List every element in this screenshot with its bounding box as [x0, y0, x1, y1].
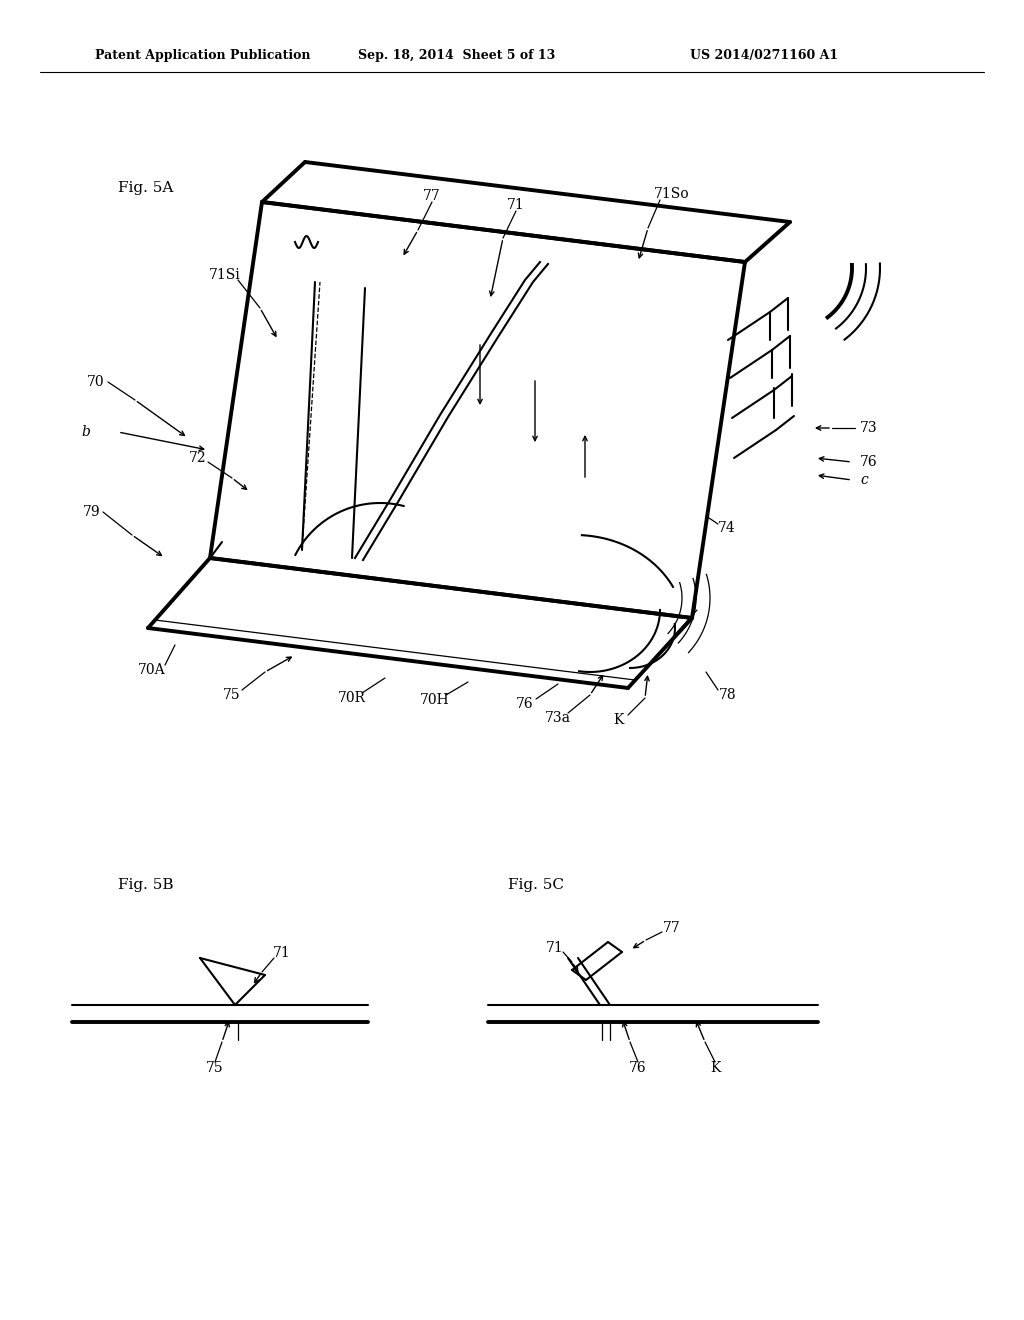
Text: 79: 79	[82, 506, 100, 519]
Text: 72: 72	[189, 451, 207, 465]
Text: Patent Application Publication: Patent Application Publication	[95, 49, 310, 62]
Text: K: K	[612, 713, 624, 727]
Text: 73a: 73a	[545, 711, 571, 725]
Text: 76: 76	[516, 697, 534, 711]
Text: 74: 74	[718, 521, 736, 535]
Text: 71: 71	[546, 941, 564, 954]
Text: K: K	[710, 1061, 720, 1074]
Text: b: b	[81, 425, 90, 440]
Text: 75: 75	[206, 1061, 224, 1074]
Text: 76: 76	[860, 455, 878, 469]
Text: 70: 70	[87, 375, 105, 389]
Text: Fig. 5B: Fig. 5B	[118, 878, 173, 892]
Text: 71: 71	[273, 946, 291, 960]
Text: 76: 76	[629, 1061, 647, 1074]
Text: c: c	[860, 473, 867, 487]
Text: 71So: 71So	[654, 187, 690, 201]
Text: 73: 73	[860, 421, 878, 436]
Text: 75: 75	[223, 688, 241, 702]
Text: Fig. 5A: Fig. 5A	[118, 181, 173, 195]
Text: US 2014/0271160 A1: US 2014/0271160 A1	[690, 49, 838, 62]
Text: Fig. 5C: Fig. 5C	[508, 878, 564, 892]
Text: 70A: 70A	[138, 663, 166, 677]
Text: 78: 78	[719, 688, 737, 702]
Text: Sep. 18, 2014  Sheet 5 of 13: Sep. 18, 2014 Sheet 5 of 13	[358, 49, 555, 62]
Text: 71Si: 71Si	[209, 268, 241, 282]
Text: 70H: 70H	[420, 693, 450, 708]
Text: 71: 71	[507, 198, 525, 213]
Text: 77: 77	[664, 921, 681, 935]
Text: 77: 77	[423, 189, 441, 203]
Text: 70R: 70R	[338, 690, 366, 705]
